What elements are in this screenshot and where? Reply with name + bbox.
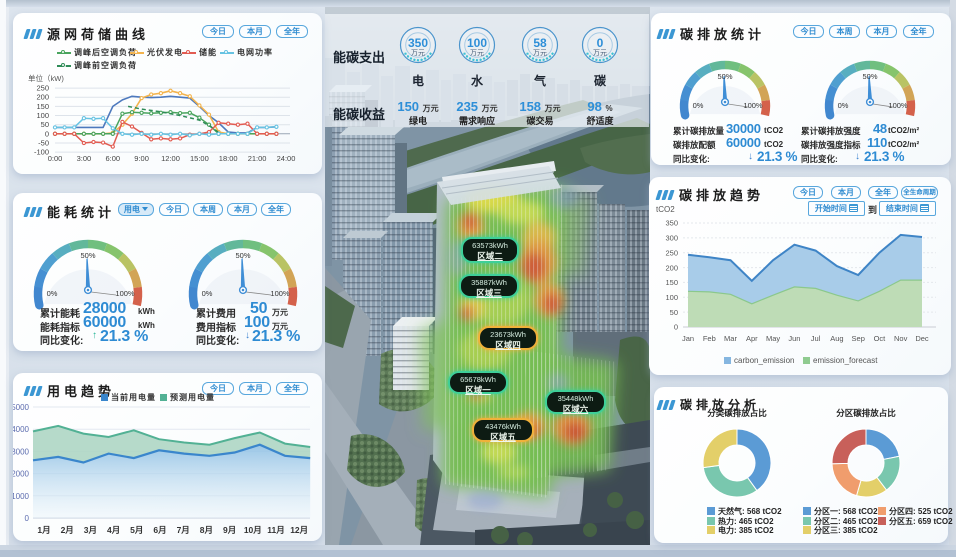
svg-text:Jan: Jan xyxy=(682,334,694,343)
svg-text:150: 150 xyxy=(36,102,49,111)
svg-text:Aug: Aug xyxy=(830,334,843,343)
svg-text:Jun: Jun xyxy=(788,334,800,343)
svg-text:250: 250 xyxy=(665,248,678,257)
svg-text:2000: 2000 xyxy=(13,470,30,479)
svg-text:May: May xyxy=(766,334,780,343)
svg-text:1月: 1月 xyxy=(37,525,50,535)
svg-text:50: 50 xyxy=(41,120,49,129)
svg-text:0: 0 xyxy=(45,129,49,138)
svg-text:300: 300 xyxy=(665,234,678,243)
svg-text:2月: 2月 xyxy=(61,525,74,535)
svg-text:150: 150 xyxy=(665,278,678,287)
svg-text:12:00: 12:00 xyxy=(161,154,180,163)
svg-text:250: 250 xyxy=(36,84,49,93)
svg-text:Feb: Feb xyxy=(703,334,716,343)
svg-text:50%: 50% xyxy=(235,251,250,260)
svg-text:200: 200 xyxy=(665,263,678,272)
svg-text:Jul: Jul xyxy=(811,334,821,343)
svg-text:200: 200 xyxy=(36,93,49,102)
svg-text:0: 0 xyxy=(25,514,30,523)
svg-text:Dec: Dec xyxy=(915,334,929,343)
svg-text:3月: 3月 xyxy=(84,525,97,535)
svg-text:5月: 5月 xyxy=(130,525,143,535)
svg-text:24:00: 24:00 xyxy=(277,154,296,163)
svg-text:0:00: 0:00 xyxy=(48,154,63,163)
svg-text:Mar: Mar xyxy=(724,334,737,343)
svg-text:100%: 100% xyxy=(270,289,290,298)
svg-text:Oct: Oct xyxy=(874,334,887,343)
svg-text:100: 100 xyxy=(36,111,49,120)
svg-text:50: 50 xyxy=(670,308,678,317)
svg-text:100%: 100% xyxy=(115,289,135,298)
svg-text:0%: 0% xyxy=(838,101,849,110)
svg-text:0%: 0% xyxy=(693,101,704,110)
svg-text:18:00: 18:00 xyxy=(219,154,238,163)
svg-text:4000: 4000 xyxy=(13,425,30,434)
svg-text:12月: 12月 xyxy=(290,525,308,535)
svg-text:-50: -50 xyxy=(38,139,49,148)
svg-text:9月: 9月 xyxy=(223,525,236,535)
svg-text:11月: 11月 xyxy=(267,525,285,535)
svg-text:-100: -100 xyxy=(34,148,49,157)
svg-text:7月: 7月 xyxy=(177,525,190,535)
svg-text:15:00: 15:00 xyxy=(190,154,209,163)
svg-text:0: 0 xyxy=(674,323,678,332)
svg-text:Nov: Nov xyxy=(894,334,908,343)
svg-text:6月: 6月 xyxy=(153,525,166,535)
svg-text:3000: 3000 xyxy=(13,447,30,456)
svg-text:100%: 100% xyxy=(743,101,763,110)
svg-text:3:00: 3:00 xyxy=(77,154,92,163)
svg-text:0%: 0% xyxy=(47,289,58,298)
svg-text:100: 100 xyxy=(665,293,678,302)
svg-text:5000: 5000 xyxy=(13,403,30,412)
svg-text:Sep: Sep xyxy=(852,334,865,343)
svg-text:21:00: 21:00 xyxy=(248,154,267,163)
svg-text:1000: 1000 xyxy=(13,492,30,501)
svg-text:50%: 50% xyxy=(80,251,95,260)
svg-text:10月: 10月 xyxy=(244,525,262,535)
svg-text:4月: 4月 xyxy=(107,525,120,535)
svg-text:9:00: 9:00 xyxy=(134,154,149,163)
svg-text:50%: 50% xyxy=(862,72,877,81)
svg-text:8月: 8月 xyxy=(200,525,213,535)
svg-text:50%: 50% xyxy=(717,72,732,81)
svg-text:Apr: Apr xyxy=(746,334,758,343)
svg-text:100%: 100% xyxy=(888,101,908,110)
svg-text:6:00: 6:00 xyxy=(105,154,120,163)
svg-text:0%: 0% xyxy=(202,289,213,298)
svg-text:350: 350 xyxy=(665,219,678,228)
